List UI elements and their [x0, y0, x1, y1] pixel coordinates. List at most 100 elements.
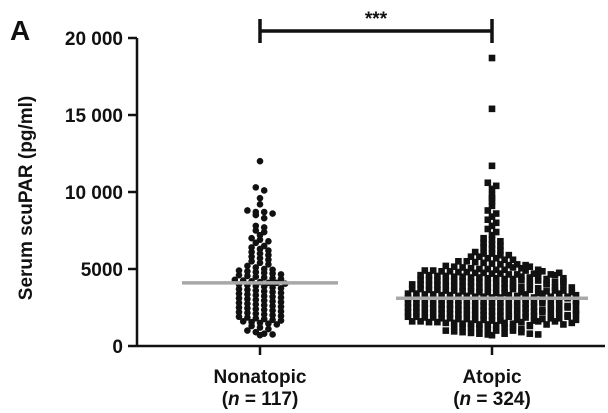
- category-label: Nonatopic: [214, 367, 307, 388]
- data-point-square: [534, 289, 542, 297]
- data-point-square: [501, 289, 508, 297]
- data-point-square: [476, 253, 483, 260]
- data-point-square: [446, 291, 454, 299]
- y-ticks: 0 5000 10 000 15 000 20 000: [65, 29, 137, 358]
- data-point-circle: [248, 258, 255, 265]
- data-point-square: [488, 331, 496, 339]
- data-point-square: [526, 263, 534, 270]
- data-point-square: [455, 268, 462, 276]
- data-point-square: [425, 286, 433, 294]
- data-point-circle: [248, 234, 255, 242]
- data-point-square: [450, 263, 458, 270]
- data-point-square: [501, 319, 508, 327]
- data-point-square: [438, 291, 445, 299]
- data-point-square: [404, 290, 412, 297]
- data-point-square: [518, 264, 525, 272]
- data-point-square: [476, 324, 483, 332]
- data-point-square: [413, 313, 420, 321]
- data-point-square: [442, 319, 450, 327]
- data-point-circle: [260, 311, 268, 318]
- data-point-square: [526, 274, 534, 281]
- data-point-square: [518, 325, 525, 333]
- data-point-square: [417, 276, 424, 284]
- data-point-square: [497, 308, 504, 315]
- category-label: Atopic: [462, 367, 522, 388]
- data-point-circle: [244, 327, 251, 334]
- data-point-circle: [248, 248, 255, 256]
- data-point-square: [547, 311, 555, 319]
- data-point-circle: [260, 283, 268, 291]
- data-point-square: [551, 318, 559, 325]
- data-point-circle: [256, 319, 264, 327]
- data-point-square: [467, 278, 475, 286]
- data-point-square: [522, 304, 529, 312]
- data-point-square: [459, 320, 466, 327]
- data-point-square: [450, 319, 458, 327]
- data-point-circle: [252, 291, 260, 299]
- data-point-square: [492, 326, 500, 334]
- data-point-circle: [265, 247, 272, 254]
- data-point-square: [497, 261, 504, 268]
- data-point-square: [429, 309, 437, 317]
- category-n-label: (n = 117): [222, 389, 299, 410]
- data-point-square: [505, 251, 513, 259]
- data-point-square: [471, 258, 479, 266]
- data-point-circle: [256, 250, 264, 257]
- data-point-circle: [235, 271, 243, 279]
- data-point-circle: [256, 324, 264, 331]
- data-point-square: [518, 318, 525, 326]
- data-point-circle: [269, 298, 276, 305]
- data-point-square: [425, 281, 433, 289]
- y-tick-label: 0: [112, 337, 123, 358]
- data-point-square: [446, 305, 454, 313]
- data-point-circle: [256, 254, 264, 262]
- data-point-square: [501, 284, 508, 292]
- category-labels: Nonatopic(n = 117) Atopic(n = 324): [214, 367, 531, 410]
- data-point-square: [534, 318, 542, 325]
- data-point-square: [543, 280, 550, 287]
- data-point-square: [492, 228, 500, 236]
- data-point-circle: [277, 284, 285, 292]
- data-point-square: [488, 312, 496, 320]
- data-point-square: [501, 266, 508, 274]
- data-point-circle: [260, 274, 268, 281]
- data-point-circle: [265, 251, 272, 259]
- data-point-square: [442, 327, 450, 334]
- data-point-square: [442, 277, 450, 284]
- data-point-circle: [256, 157, 264, 165]
- data-point-circle: [244, 314, 251, 321]
- data-point-square: [442, 282, 450, 290]
- data-point-square: [480, 250, 487, 257]
- data-point-circle: [235, 308, 243, 316]
- data-point-square: [505, 261, 513, 269]
- data-point-square: [450, 282, 458, 290]
- data-point-circle: [248, 318, 255, 326]
- data-point-square: [484, 265, 492, 273]
- data-point-square: [404, 304, 412, 311]
- data-point-square: [484, 207, 492, 214]
- y-tick-label: 10 000: [65, 183, 123, 204]
- data-point-square: [471, 302, 479, 310]
- data-point-square: [492, 289, 500, 297]
- data-point-square: [560, 287, 567, 294]
- data-point-square: [408, 281, 416, 288]
- data-point-circle: [252, 184, 260, 191]
- data-point-square: [459, 283, 466, 291]
- data-point-square: [522, 267, 529, 274]
- data-point-square: [421, 304, 429, 312]
- data-point-circle: [269, 284, 276, 291]
- data-point-square: [484, 288, 492, 296]
- data-point-square: [492, 210, 500, 217]
- data-point-square: [568, 284, 576, 291]
- data-point-square: [530, 317, 538, 324]
- data-point-square: [480, 269, 487, 277]
- data-point-square: [455, 297, 462, 304]
- data-point-square: [484, 216, 492, 224]
- data-point-square: [455, 311, 462, 318]
- data-point-square: [492, 266, 500, 274]
- data-point-square: [551, 278, 559, 286]
- data-point-square: [421, 314, 429, 321]
- data-point-circle: [277, 317, 285, 324]
- data-point-square: [467, 264, 475, 272]
